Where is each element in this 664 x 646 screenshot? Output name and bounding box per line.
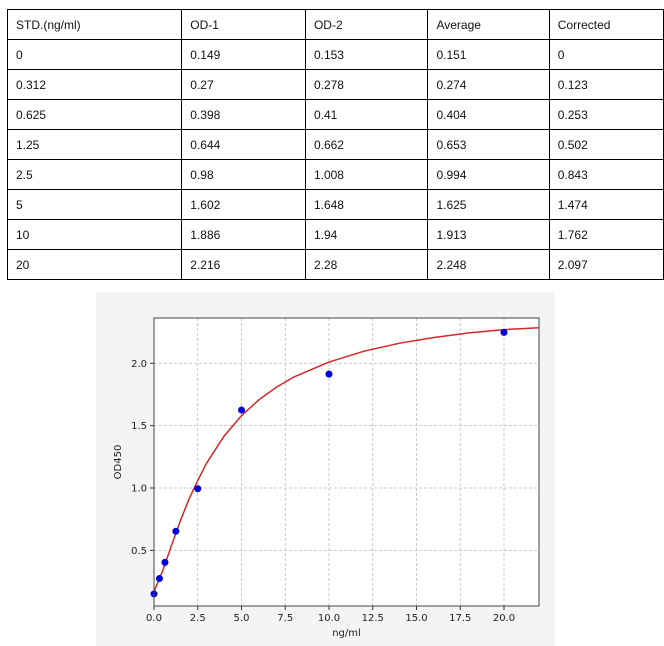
table-cell: 1.648 xyxy=(304,189,429,220)
x-tick-label: 12.5 xyxy=(362,613,384,624)
y-tick-label: 1.5 xyxy=(131,421,147,432)
table-row: 0 0.149 0.153 0.151 0 xyxy=(6,39,664,70)
y-tick-label: 0.5 xyxy=(131,546,147,557)
x-tick-label: 10.0 xyxy=(318,613,340,624)
column-header: OD-2 xyxy=(304,9,429,40)
table-cell: 2.28 xyxy=(304,249,429,280)
table-cell: 0.662 xyxy=(304,129,429,160)
table-cell: 2.216 xyxy=(181,249,306,280)
table-cell: 2.248 xyxy=(427,249,550,280)
table-cell: 1.913 xyxy=(427,219,550,250)
data-point xyxy=(194,485,202,493)
table-cell: 0.151 xyxy=(427,39,550,70)
y-tick-label: 1.0 xyxy=(131,484,147,495)
table-cell: 20 xyxy=(6,249,183,280)
table-cell: 1.625 xyxy=(427,189,550,220)
table-cell: 2.5 xyxy=(6,159,183,190)
table-cell: 1.474 xyxy=(548,189,664,220)
standard-data-table: STD.(ng/ml) OD-1 OD-2 Average Corrected 0 0.14… xyxy=(6,9,664,280)
table-cell: 0.644 xyxy=(181,129,306,160)
table-cell: 1.94 xyxy=(304,219,429,250)
column-header: Corrected xyxy=(548,9,664,40)
fit-curve-line xyxy=(153,326,540,592)
x-tick-label: 17.5 xyxy=(449,613,471,624)
table-cell: 1.602 xyxy=(181,189,306,220)
table-cell: 0.274 xyxy=(427,69,550,100)
table-cell: 0.27 xyxy=(181,69,306,100)
table-cell: 0.625 xyxy=(6,99,183,130)
data-point xyxy=(172,527,180,535)
table-cell: 0.98 xyxy=(181,159,306,190)
table-cell: 0.153 xyxy=(304,39,429,70)
table-cell: 0.398 xyxy=(181,99,306,130)
y-tick-label: 2.0 xyxy=(131,359,147,370)
table-cell: 0.149 xyxy=(181,39,306,70)
plot-frame xyxy=(153,317,540,607)
table-cell: 0 xyxy=(6,39,183,70)
table-cell: 0.312 xyxy=(6,69,183,100)
x-tick-label: 20.0 xyxy=(493,613,515,624)
table-row: 0.312 0.27 0.278 0.274 0.123 xyxy=(6,69,664,100)
data-point xyxy=(500,328,508,336)
table-row: 5 1.602 1.648 1.625 1.474 xyxy=(6,189,664,220)
plot-area xyxy=(154,318,539,606)
table-cell: 1.886 xyxy=(181,219,306,250)
table-cell: 10 xyxy=(6,219,183,250)
y-axis-label: OD450 xyxy=(113,445,124,480)
data-point xyxy=(238,406,245,414)
table-cell: 0.41 xyxy=(304,99,429,130)
table-row: 1.25 0.644 0.662 0.653 0.502 xyxy=(6,129,664,160)
data-point xyxy=(155,575,163,583)
table-cell: 0.653 xyxy=(427,129,550,160)
table-cell: 0.843 xyxy=(548,159,664,190)
x-axis-label: ng/ml xyxy=(332,628,361,639)
table-cell: 0.994 xyxy=(427,159,550,190)
table-row: 2.5 0.98 1.008 0.994 0.843 xyxy=(6,159,664,190)
column-header: OD-1 xyxy=(181,9,306,40)
table-cell: 0 xyxy=(548,39,664,70)
table-header-row: STD.(ng/ml) OD-1 OD-2 Average Corrected xyxy=(6,9,664,40)
table-cell: 1.25 xyxy=(6,129,183,160)
table-cell: 0.404 xyxy=(427,99,550,130)
x-tick-label: 15.0 xyxy=(405,613,427,624)
table-cell: 0.278 xyxy=(304,69,429,100)
x-tick-label: 7.5 xyxy=(277,613,293,624)
x-tick-label: 0.0 xyxy=(146,613,162,624)
table-cell: 0.123 xyxy=(548,69,664,100)
table-cell: 2.097 xyxy=(548,249,664,280)
data-point xyxy=(325,370,333,378)
table-row: 10 1.886 1.94 1.913 1.762 xyxy=(6,219,664,250)
table-cell: 1.762 xyxy=(548,219,664,250)
x-tick-label: 5.0 xyxy=(234,613,250,624)
x-tick-label: 2.5 xyxy=(190,613,206,624)
standard-curve-chart: 0.0 2.5 5.0 7.5 10.0 12.5 15.0 17.5 20.0 0.5 1.0 1.… xyxy=(96,292,555,646)
column-header: Average xyxy=(427,9,550,40)
table-row: 0.625 0.398 0.41 0.404 0.253 xyxy=(6,99,664,130)
table-cell: 5 xyxy=(6,189,183,220)
table-row: 20 2.216 2.28 2.248 2.097 xyxy=(6,249,664,280)
data-point xyxy=(161,558,169,566)
table-cell: 1.008 xyxy=(304,159,429,190)
column-header: STD.(ng/ml) xyxy=(6,9,183,40)
table-cell: 0.253 xyxy=(548,99,664,130)
table-cell: 0.502 xyxy=(548,129,664,160)
chart-svg: 0.0 2.5 5.0 7.5 10.0 12.5 15.0 17.5 20.0 0.5 1.0 1.… xyxy=(113,317,540,639)
